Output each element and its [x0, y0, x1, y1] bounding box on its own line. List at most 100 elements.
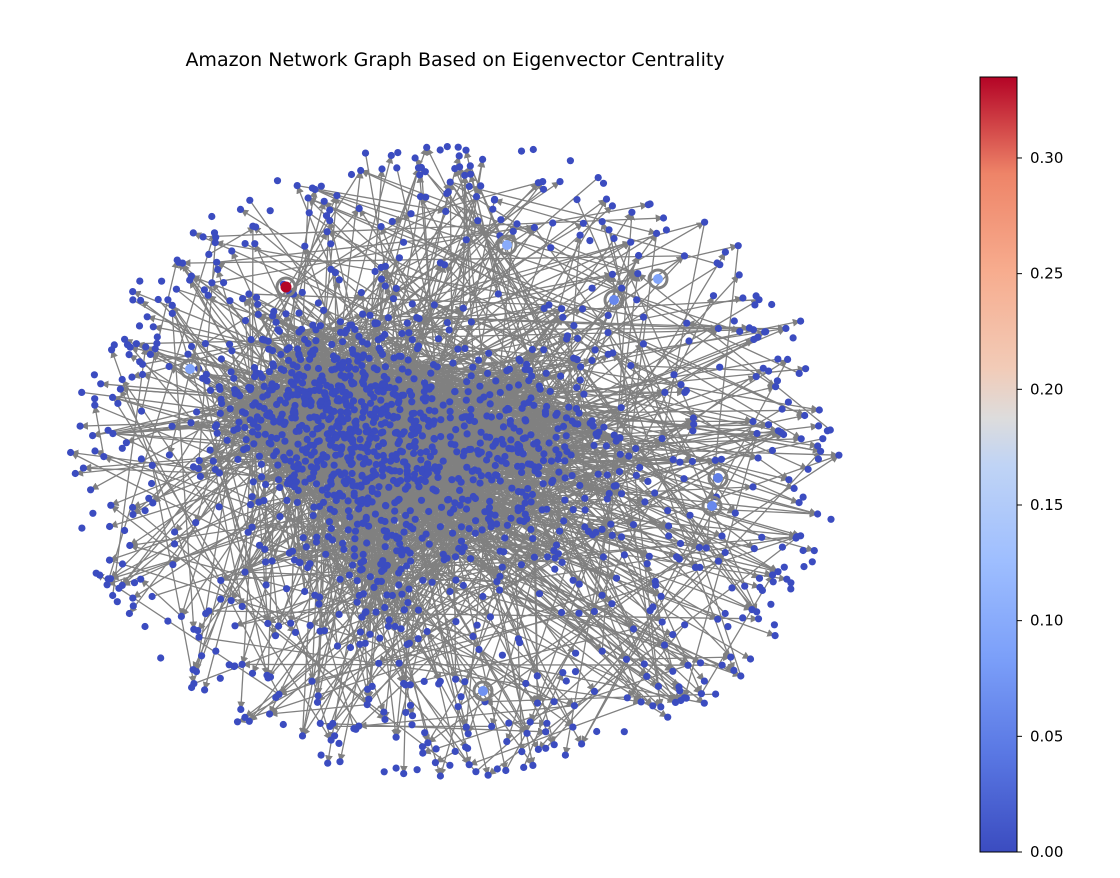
graph-node	[526, 718, 534, 726]
graph-edge-directed	[532, 405, 642, 703]
graph-node	[381, 501, 390, 510]
graph-node	[768, 300, 776, 309]
graph-node	[260, 497, 268, 505]
graph-edge-directed	[596, 435, 800, 504]
graph-node	[546, 387, 554, 395]
graph-node	[664, 507, 672, 515]
graph-node	[347, 460, 355, 468]
graph-node	[261, 430, 269, 438]
graph-node	[501, 452, 509, 461]
graph-node	[296, 559, 304, 567]
graph-node	[350, 725, 358, 733]
graph-node	[201, 340, 209, 348]
graph-node	[641, 498, 649, 506]
graph-node	[411, 154, 419, 162]
graph-node	[213, 258, 221, 266]
graph-node	[353, 577, 361, 585]
graph-node	[192, 668, 200, 676]
graph-node	[443, 189, 451, 198]
graph-node	[561, 496, 569, 504]
graph-node	[320, 306, 328, 314]
graph-node	[301, 457, 309, 465]
graph-node	[417, 449, 425, 457]
graph-node	[761, 328, 769, 336]
graph-node	[802, 365, 810, 373]
graph-node	[589, 422, 597, 430]
hub-node-halo	[603, 289, 625, 311]
graph-edge-directed	[132, 299, 751, 660]
graph-node	[337, 445, 345, 453]
graph-node	[340, 545, 348, 554]
graph-node	[517, 561, 526, 569]
graph-node	[327, 524, 335, 533]
graph-node	[819, 435, 827, 443]
graph-node	[462, 723, 470, 731]
graph-node	[503, 738, 511, 746]
graph-node	[414, 635, 422, 643]
graph-node	[129, 510, 137, 519]
graph-node	[736, 327, 744, 336]
graph-node	[721, 548, 729, 557]
graph-node	[324, 759, 332, 767]
graph-node	[344, 409, 352, 417]
graph-node	[491, 461, 499, 470]
graph-node	[328, 536, 337, 544]
graph-node	[257, 460, 265, 468]
graph-node	[408, 336, 416, 344]
graph-node	[559, 313, 567, 321]
graph-edge-directed	[110, 504, 451, 766]
graph-node	[397, 625, 405, 633]
graph-node	[562, 677, 570, 685]
graph-edge-directed	[269, 593, 403, 715]
graph-node	[425, 507, 433, 516]
graph-node	[686, 511, 694, 519]
graph-node	[336, 758, 344, 766]
graph-node	[598, 218, 606, 226]
graph-node	[105, 556, 114, 564]
graph-node	[815, 406, 823, 414]
graph-node	[569, 723, 577, 731]
graph-node	[338, 383, 346, 392]
graph-node	[301, 587, 309, 596]
graph-node	[502, 766, 510, 775]
graph-node	[515, 427, 524, 435]
graph-node	[241, 423, 249, 432]
graph-node	[298, 288, 306, 297]
graph-node	[311, 591, 319, 599]
graph-node	[381, 715, 389, 724]
graph-edge-directed	[475, 552, 726, 773]
graph-node	[454, 345, 462, 353]
graph-node	[249, 478, 257, 486]
graph-node	[246, 386, 254, 394]
graph-node	[230, 374, 238, 382]
graph-node	[172, 285, 180, 293]
graph-node	[653, 229, 661, 237]
graph-node	[256, 370, 264, 378]
graph-node	[402, 520, 410, 529]
graph-node	[385, 616, 393, 624]
graph-node	[496, 586, 504, 594]
graph-node	[143, 313, 151, 321]
graph-node	[602, 442, 611, 450]
graph-node	[603, 495, 611, 503]
graph-node	[432, 487, 440, 495]
graph-edge-directed	[358, 413, 805, 510]
graph-node	[325, 415, 333, 423]
graph-node	[400, 606, 408, 614]
graph-node	[467, 170, 475, 178]
graph-node	[669, 456, 677, 464]
graph-node	[337, 414, 345, 422]
graph-node	[383, 533, 391, 541]
graph-node	[423, 462, 431, 470]
graph-node	[299, 534, 307, 542]
graph-node	[516, 442, 524, 450]
graph-edge-directed	[174, 531, 296, 633]
graph-node	[371, 510, 379, 518]
colorbar-ticks: 0.00 0.05 0.10 0.15 0.20 0.25 0.30	[1017, 149, 1063, 861]
graph-node	[643, 672, 651, 681]
graph-node	[739, 294, 747, 302]
graph-node	[201, 686, 209, 694]
graph-node	[281, 456, 289, 464]
graph-node	[310, 448, 318, 456]
graph-node	[544, 553, 552, 561]
